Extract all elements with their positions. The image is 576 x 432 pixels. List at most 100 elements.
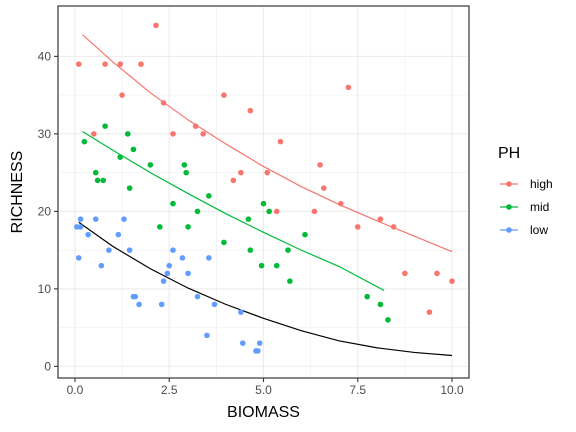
point-mid <box>258 262 265 269</box>
point-high <box>434 270 440 277</box>
x-tick-label: 0.0 <box>67 383 84 397</box>
x-tick-label: 5.0 <box>255 383 272 397</box>
legend: PH high mid low <box>498 145 553 237</box>
point-high <box>317 162 323 168</box>
point-high <box>449 278 455 284</box>
point-high <box>160 100 167 106</box>
point-high <box>273 208 280 215</box>
point-low <box>160 278 167 284</box>
point-low <box>126 247 133 253</box>
point-mid <box>206 193 212 199</box>
point-high <box>117 61 124 67</box>
point-high <box>230 177 237 184</box>
point-mid <box>147 162 154 168</box>
point-mid <box>194 208 201 215</box>
point-high <box>321 185 327 191</box>
point-high <box>390 224 397 230</box>
point-low <box>194 293 201 300</box>
point-high <box>192 123 199 129</box>
x-axis-title: BIOMASS <box>227 404 300 421</box>
point-high <box>138 61 144 67</box>
point-mid <box>273 262 280 269</box>
y-axis: 0 10 20 30 40 <box>38 49 58 373</box>
point-mid <box>102 123 108 129</box>
legend-title: PH <box>498 145 520 162</box>
legend-key-point-low <box>506 227 512 233</box>
point-mid <box>124 131 131 137</box>
legend-key-point-high <box>506 181 512 187</box>
point-low <box>166 262 173 269</box>
legend-key-point-mid <box>506 204 512 210</box>
point-mid <box>266 208 272 215</box>
point-mid <box>92 169 99 176</box>
y-tick-label: 40 <box>38 49 52 63</box>
point-low <box>179 255 186 261</box>
point-high <box>247 107 254 114</box>
point-mid <box>285 247 291 253</box>
point-mid <box>221 239 227 246</box>
point-low <box>204 332 210 339</box>
x-axis: 0.0 2.5 5.0 7.5 10.0 <box>67 378 464 397</box>
point-low <box>75 255 82 261</box>
x-tick-label: 10.0 <box>440 383 464 397</box>
point-low <box>256 340 263 346</box>
point-low <box>238 309 244 315</box>
point-low <box>164 270 171 277</box>
point-low <box>106 247 112 253</box>
point-mid <box>185 224 191 230</box>
point-low <box>115 231 122 238</box>
point-low <box>136 301 142 308</box>
point-low <box>77 216 84 222</box>
x-tick-label: 2.5 <box>161 383 178 397</box>
y-tick-label: 20 <box>38 204 52 218</box>
point-mid <box>364 293 370 300</box>
point-low <box>85 231 91 238</box>
point-high <box>402 270 408 277</box>
point-low <box>98 262 105 269</box>
point-low <box>239 340 246 346</box>
fit-line-low <box>78 221 453 357</box>
point-mid <box>94 177 101 184</box>
point-mid <box>170 200 176 207</box>
point-high <box>354 224 361 230</box>
point-high <box>277 138 284 145</box>
point-high <box>170 131 176 137</box>
y-tick-label: 30 <box>38 127 52 141</box>
point-low <box>92 216 99 222</box>
y-tick-label: 10 <box>38 282 52 296</box>
point-mid <box>377 301 384 308</box>
point-mid <box>385 317 391 323</box>
point-mid <box>260 200 267 207</box>
fit-line-mid <box>82 131 385 291</box>
point-mid <box>130 146 137 153</box>
point-low <box>170 247 176 253</box>
fit-line-high <box>82 34 453 253</box>
point-mid <box>126 185 133 191</box>
y-axis-title: RICHNESS <box>9 151 26 234</box>
point-low <box>255 348 261 354</box>
point-mid <box>181 162 188 168</box>
point-mid <box>302 231 308 238</box>
point-high <box>102 61 108 67</box>
legend-label-mid: mid <box>530 200 549 214</box>
point-mid <box>247 247 254 253</box>
point-high <box>75 61 82 67</box>
point-high <box>238 169 244 176</box>
point-high <box>221 92 227 98</box>
x-tick-label: 7.5 <box>349 383 366 397</box>
y-tick-label: 0 <box>44 359 51 373</box>
point-low <box>121 216 127 222</box>
legend-label-high: high <box>530 177 553 191</box>
point-high <box>345 84 352 91</box>
point-high <box>153 22 159 29</box>
point-high <box>426 309 433 315</box>
point-low <box>158 301 165 308</box>
point-low <box>206 255 212 261</box>
point-high <box>264 169 271 176</box>
point-mid <box>287 278 293 284</box>
point-high <box>119 92 125 98</box>
point-low <box>77 224 84 230</box>
data-points <box>74 22 455 354</box>
point-low <box>211 301 218 308</box>
